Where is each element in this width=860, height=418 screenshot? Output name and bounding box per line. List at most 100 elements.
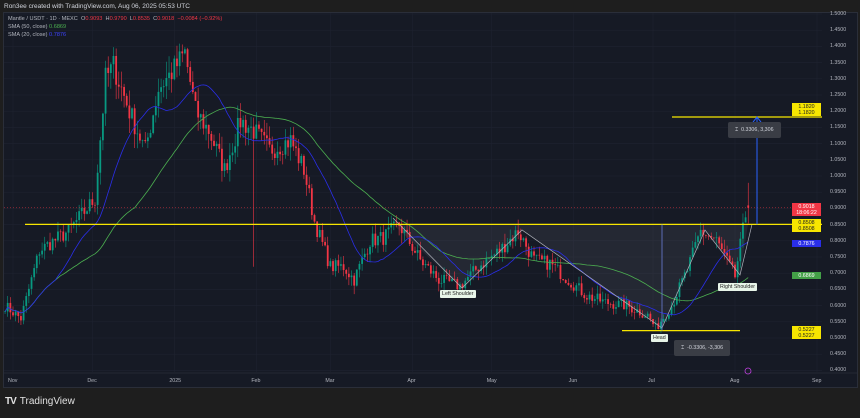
candle-body <box>54 238 57 241</box>
candle-body <box>347 273 350 278</box>
candle-body <box>292 135 295 147</box>
candle-body <box>337 260 340 266</box>
candle-body <box>414 250 416 253</box>
candle-body <box>215 143 218 146</box>
sma50-legend[interactable]: SMA (50, close) 0.6869 <box>8 23 222 31</box>
candle-body <box>30 277 33 289</box>
candle-body <box>80 207 83 212</box>
high-label: H <box>105 16 110 22</box>
candle-body <box>681 278 684 283</box>
head-low-value-1: 0.5227 <box>798 326 815 333</box>
time-tick: Apr <box>407 378 416 384</box>
tradingview-logo[interactable]: TV TradingView <box>5 396 75 407</box>
price-tick: 0.5000 <box>830 335 847 341</box>
candle-body <box>252 126 255 139</box>
candle-body <box>660 321 662 329</box>
candle-body <box>374 233 377 246</box>
candle-body <box>202 114 205 129</box>
candle-body <box>538 254 541 256</box>
candle-body <box>686 270 689 273</box>
candle-body <box>519 234 522 241</box>
candle-body <box>86 211 88 214</box>
candle-body <box>17 311 20 317</box>
candle-body <box>41 250 43 255</box>
candle-body <box>51 238 54 251</box>
price-tick: 1.3500 <box>830 59 847 66</box>
candle-body <box>429 265 432 274</box>
candle-body <box>287 140 289 148</box>
candle-body <box>416 250 419 253</box>
candle-body <box>443 274 445 283</box>
candle-body <box>139 133 141 141</box>
sma50-value: 0.6869 <box>49 24 67 30</box>
time-tick: 2025 <box>169 378 182 384</box>
measure-down-box[interactable]: ⌶ -0.3306, -3,306 <box>674 340 731 356</box>
candle-body <box>731 261 734 265</box>
candle-body <box>400 225 403 234</box>
candle-body <box>115 55 118 85</box>
candle-body <box>570 284 572 288</box>
right-shoulder-label[interactable]: Right Shoulder <box>718 283 758 291</box>
candle-body <box>289 135 292 148</box>
candle-body <box>617 300 620 308</box>
candle-body <box>678 282 681 298</box>
candle-body <box>591 294 594 301</box>
candle-body <box>517 230 520 235</box>
left-shoulder-label[interactable]: Left Shoulder <box>440 290 476 298</box>
head-label[interactable]: Head <box>651 334 668 342</box>
candle-body <box>593 299 596 301</box>
candle-body <box>184 49 186 54</box>
candle-body <box>633 312 636 313</box>
candle-body <box>564 279 567 283</box>
candle-body <box>112 55 115 65</box>
time-tick: Mar <box>325 378 335 384</box>
candle-body <box>125 95 128 106</box>
candle-body <box>102 113 104 141</box>
close-value: 0.9018 <box>157 16 175 22</box>
candle-body <box>596 293 599 300</box>
candle-body <box>466 277 469 281</box>
candle-body <box>559 264 562 280</box>
candle-body <box>260 128 263 132</box>
chart-pane[interactable] <box>3 12 858 388</box>
candle-body <box>268 138 271 145</box>
candle-body <box>91 199 94 205</box>
candle-body <box>295 146 297 149</box>
candle-body <box>72 222 75 225</box>
sma20-label: SMA (20, close) <box>8 32 48 38</box>
ohlc-row: Mantle / USDT · 1D · MEXC O0.9093 H0.979… <box>8 15 222 23</box>
candle-body <box>578 283 580 286</box>
change-value: −0.0084 (−0.92%) <box>177 16 223 22</box>
candle-body <box>575 285 578 291</box>
candle-body <box>488 258 490 259</box>
pattern-shade <box>393 224 748 328</box>
measure-up-box[interactable]: ⌶ 0.3306, 3,306 <box>728 122 781 138</box>
candle-body <box>493 254 496 256</box>
neckline-value-1: 0.8508 <box>798 219 815 226</box>
candle-body <box>191 81 194 93</box>
candle-body <box>406 229 408 232</box>
target-value-2: 1.1820 <box>798 109 815 116</box>
candle-body <box>62 231 65 241</box>
candle-body <box>35 255 38 269</box>
candle-body <box>485 258 488 268</box>
current-price-label: 0.9018 18:06:22 <box>792 203 821 216</box>
close-label: C <box>153 16 158 22</box>
price-tick: 1.1500 <box>830 124 847 131</box>
open-label: O <box>80 16 86 22</box>
candle-body <box>525 238 527 247</box>
candle-body <box>244 119 247 133</box>
candle-body <box>707 235 710 237</box>
candle-body <box>459 284 461 290</box>
candle-body <box>181 51 184 54</box>
candle-body <box>308 184 311 189</box>
price-tick: 1.1000 <box>830 140 847 147</box>
candle-body <box>326 245 329 267</box>
candle-body <box>120 86 123 88</box>
candle-body <box>152 115 155 133</box>
candle-body <box>644 316 646 318</box>
price-tick: 0.9500 <box>830 189 847 196</box>
sma20-legend[interactable]: SMA (20, close) 0.7876 <box>8 31 222 39</box>
candle-body <box>342 264 345 270</box>
